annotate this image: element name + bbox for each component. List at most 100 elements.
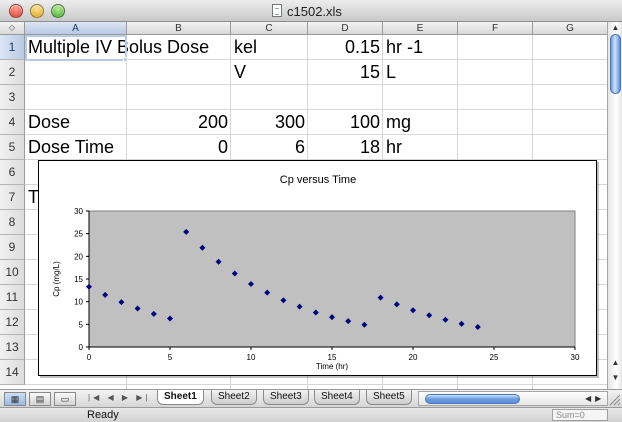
grid-row-line — [25, 159, 607, 160]
cell-a4[interactable]: Dose — [28, 112, 71, 132]
row-header-9[interactable]: 9 — [0, 235, 25, 260]
minimize-window-button[interactable] — [30, 4, 44, 18]
vertical-scroll-thumb[interactable] — [610, 34, 621, 94]
row-header-10[interactable]: 10 — [0, 260, 25, 285]
row-header-4[interactable]: 4 — [0, 110, 25, 135]
x-tick-label: 30 — [571, 353, 580, 362]
x-tick-label: 5 — [168, 353, 173, 362]
page-break-view-button[interactable]: ▭ — [54, 392, 76, 406]
x-axis-label: Time (hr) — [316, 362, 348, 371]
data-point — [442, 316, 449, 323]
grid-row-line — [25, 84, 607, 85]
row-header-1[interactable]: 1 — [0, 35, 25, 60]
data-point — [86, 283, 92, 290]
horizontal-scroll-arrows-icon[interactable]: ◀▶ — [585, 394, 606, 403]
data-point — [280, 297, 287, 304]
embedded-chart[interactable]: Cp versus Time Time (hr) Cp (mg/L) 0 5 10 15 20… — [38, 160, 597, 376]
data-point — [134, 305, 141, 312]
normal-view-button[interactable]: ▦ — [4, 392, 26, 406]
data-point — [474, 324, 481, 331]
row-header-8[interactable]: 8 — [0, 210, 25, 235]
sheet-navigation-arrows-icon[interactable]: |◀ ◀ ▶ ▶| — [88, 393, 151, 402]
sheet-tab-sheet1[interactable]: Sheet1 — [157, 390, 204, 405]
data-point — [312, 309, 319, 316]
data-point — [410, 307, 416, 314]
row-header-3[interactable]: 3 — [0, 85, 25, 110]
sheet-tab-sheet4[interactable]: Sheet4 — [314, 390, 360, 405]
cell-a1[interactable]: Multiple IV Bolus Dose — [28, 37, 210, 57]
cell-c5[interactable]: 6 — [294, 137, 305, 157]
column-header-a[interactable]: A — [25, 22, 127, 35]
column-header-c[interactable]: C — [231, 22, 308, 35]
data-point — [377, 294, 384, 301]
x-tick-label: 10 — [247, 353, 256, 362]
scroll-up-arrow-icon[interactable]: ▲ — [611, 23, 620, 32]
data-point — [118, 299, 125, 306]
column-header-g[interactable]: G — [533, 22, 607, 35]
page-layout-view-button[interactable]: ▤ — [29, 392, 51, 406]
row-header-12[interactable]: 12 — [0, 310, 25, 335]
grid-row-line — [25, 384, 607, 385]
data-point — [167, 315, 173, 322]
scroll-arrows-icon[interactable]: ▲ ▼ — [611, 358, 620, 382]
sum-readout: Sum=0 — [552, 409, 608, 421]
cell-e4[interactable]: mg — [386, 112, 412, 132]
data-point — [361, 321, 368, 328]
spreadsheet-grid[interactable]: ◇ A B C D E F G 1 2 3 4 5 6 7 8 9 10 11 12 13 14 Multiple IV … — [0, 22, 607, 389]
cell-d4[interactable]: 100 — [349, 112, 380, 132]
cell-d1[interactable]: 0.15 — [344, 37, 380, 57]
horizontal-scroll-thumb[interactable] — [425, 394, 520, 404]
cell-c4[interactable]: 300 — [274, 112, 305, 132]
cell-a5[interactable]: Dose Time — [28, 137, 115, 157]
row-header-2[interactable]: 2 — [0, 60, 25, 85]
grid-row-line — [25, 134, 607, 135]
column-header-d[interactable]: D — [308, 22, 383, 35]
cell-e1[interactable]: hr -1 — [386, 37, 424, 57]
column-header-b[interactable]: B — [127, 22, 231, 35]
cell-a7[interactable]: T — [28, 187, 39, 207]
x-tick-label: 20 — [409, 353, 418, 362]
data-point — [458, 320, 465, 327]
cell-d2[interactable]: 15 — [359, 62, 380, 82]
grid-row-line — [25, 109, 607, 110]
grid-row-line — [25, 59, 607, 60]
row-header-6[interactable]: 6 — [0, 160, 25, 185]
cell-b4[interactable]: 200 — [197, 112, 228, 132]
row-header-11[interactable]: 11 — [0, 285, 25, 310]
row-header-14[interactable]: 14 — [0, 360, 25, 385]
cell-c1[interactable]: kel — [234, 37, 258, 57]
resize-grip-icon[interactable] — [608, 391, 621, 406]
data-point — [248, 280, 254, 287]
cell-d5[interactable]: 18 — [359, 137, 380, 157]
y-tick-label: 15 — [74, 275, 83, 284]
select-all-corner[interactable]: ◇ — [0, 22, 25, 35]
close-window-button[interactable] — [9, 4, 23, 18]
cell-b5[interactable]: 0 — [217, 137, 228, 157]
data-point — [329, 314, 335, 321]
row-header-13[interactable]: 13 — [0, 335, 25, 360]
vertical-scrollbar[interactable]: ▲ ▲ ▼ — [607, 22, 622, 389]
cell-e5[interactable]: hr — [386, 137, 403, 157]
y-tick-label: 5 — [79, 320, 84, 329]
chart-canvas: Cp versus Time Time (hr) Cp (mg/L) 0 5 10 15 20… — [52, 174, 580, 371]
column-header-e[interactable]: E — [383, 22, 458, 35]
window-title: c1502.xls — [287, 4, 342, 19]
sheet-tab-sheet5[interactable]: Sheet5 — [366, 390, 412, 405]
status-text: Ready — [87, 409, 119, 421]
zoom-window-button[interactable] — [51, 4, 65, 18]
row-header-7[interactable]: 7 — [0, 185, 25, 210]
cell-c2[interactable]: V — [234, 62, 247, 82]
fill-handle[interactable] — [123, 57, 128, 62]
cell-e2[interactable]: L — [386, 62, 397, 82]
data-point — [426, 312, 433, 319]
data-point — [231, 270, 238, 277]
row-header-5[interactable]: 5 — [0, 135, 25, 160]
horizontal-scrollbar[interactable]: ◀▶ — [418, 391, 608, 406]
data-point — [296, 303, 303, 310]
column-header-f[interactable]: F — [458, 22, 533, 35]
sheet-tab-sheet3[interactable]: Sheet3 — [263, 390, 309, 405]
plot-area — [88, 210, 576, 348]
data-point — [199, 244, 206, 251]
y-tick-label: 10 — [74, 298, 83, 307]
sheet-tab-sheet2[interactable]: Sheet2 — [211, 390, 257, 405]
